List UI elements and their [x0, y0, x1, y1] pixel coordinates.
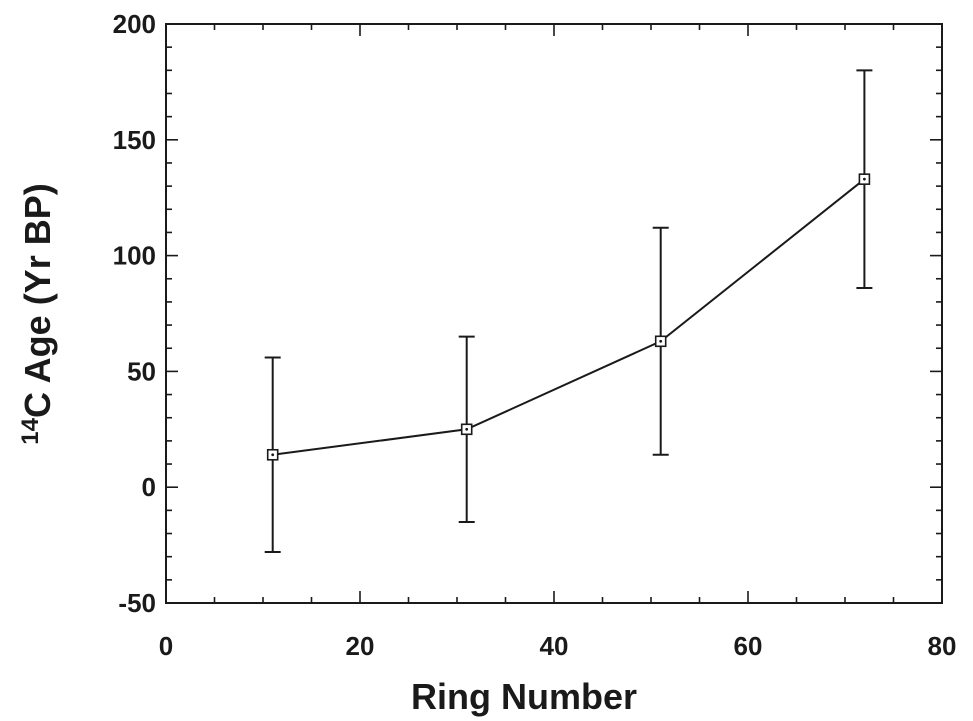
data-markers	[266, 173, 871, 461]
x-tick-label: 20	[346, 631, 375, 661]
y-axis-title-main: C Age (Yr BP)	[17, 183, 58, 418]
data-point-center-dot	[863, 177, 866, 181]
y-tick-label: 0	[142, 472, 156, 502]
data-point-center-dot	[271, 453, 275, 457]
y-axis-title: 14C Age (Yr BP)	[17, 183, 58, 444]
plot-frame	[165, 23, 943, 604]
x-axis-title: Ring Number	[411, 676, 637, 717]
x-tick-labels: 0 20 40 60 80	[159, 631, 957, 661]
axis-ticks	[165, 23, 943, 604]
y-tick-labels: -50 0 50 100 150 200	[113, 9, 156, 618]
error-bars	[264, 69, 873, 554]
x-tick-label: 40	[540, 631, 569, 661]
y-tick-label: -50	[118, 588, 156, 618]
y-tick-label: 100	[113, 241, 156, 271]
series-line	[272, 178, 866, 456]
y-tick-label: 150	[113, 125, 156, 155]
y-tick-label: 50	[127, 356, 156, 386]
x-tick-label: 0	[159, 631, 173, 661]
x-tick-label: 80	[928, 631, 957, 661]
data-point-center-dot	[465, 427, 469, 431]
y-axis-title-superscript: 14	[17, 417, 44, 444]
y-tick-label: 200	[113, 9, 156, 39]
x-tick-label: 60	[734, 631, 763, 661]
data-point-center-dot	[659, 339, 663, 343]
